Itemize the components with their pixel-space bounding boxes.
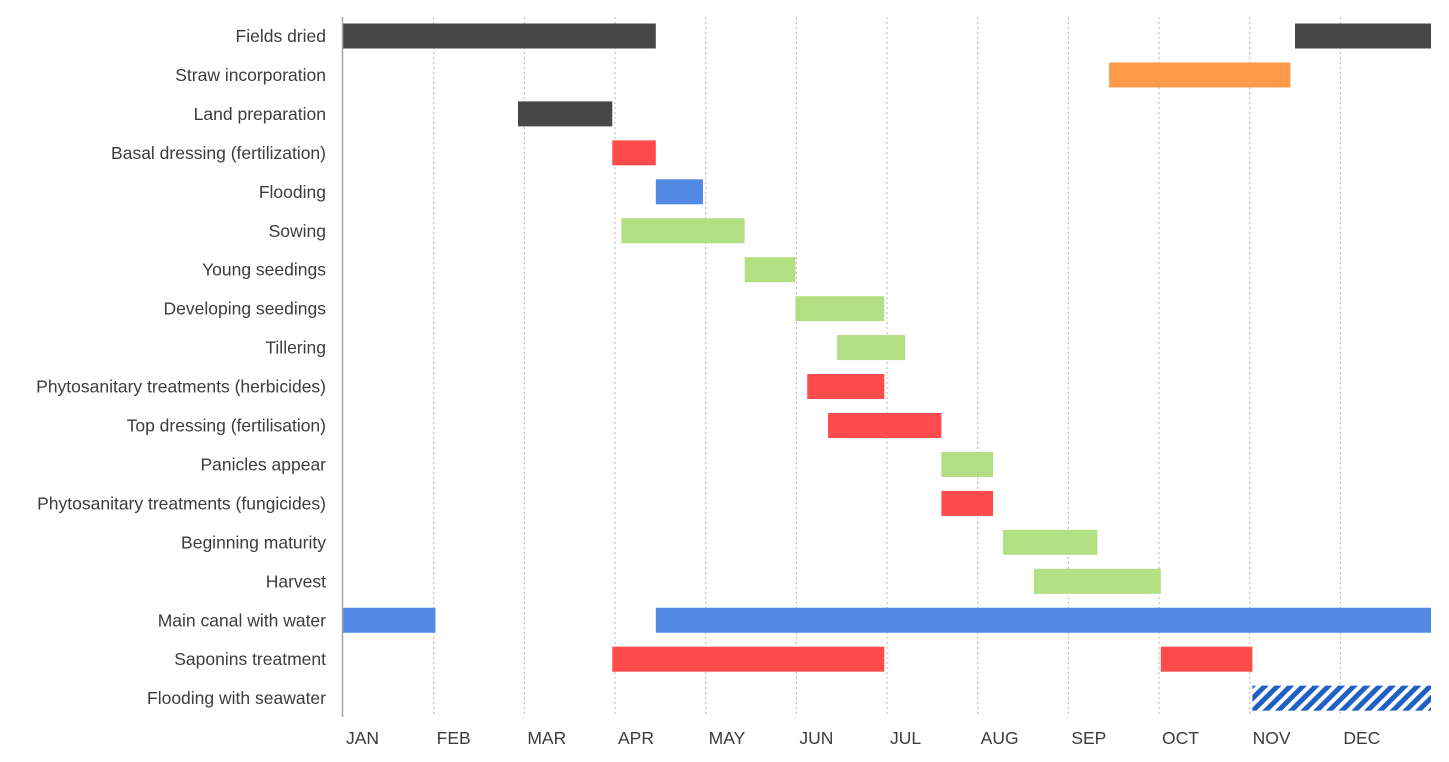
bar-flooding: [655, 179, 703, 205]
task-label: Flooding with seawater: [147, 688, 326, 708]
month-label-feb: FEB: [437, 728, 471, 748]
month-label-jun: JUN: [799, 728, 833, 748]
bar-straw-incorporation: [1109, 62, 1291, 88]
month-labels: JAN FEB MAR APR MAY JUN JUL AUG SEP OCT NOV DEC: [346, 728, 1380, 748]
task-label: Phytosanitary treatments (fungicides): [37, 493, 326, 513]
task-label: Sowing: [269, 221, 326, 241]
task-label: Fields dried: [236, 26, 326, 46]
bar-main-canal-with-water: [343, 607, 436, 633]
bar-fields-dried: [1295, 23, 1431, 49]
bar-basal-dressing-fertilization: [612, 140, 656, 166]
task-label: Straw incorporation: [175, 65, 326, 85]
task-label: Panicles appear: [201, 454, 327, 474]
bar-flooding-with-seawater: [1252, 685, 1431, 711]
bar-harvest: [1033, 568, 1161, 594]
bar-young-seedings: [744, 257, 796, 283]
task-label: Main canal with water: [158, 610, 326, 630]
gantt-bars: [343, 23, 1431, 711]
month-label-nov: NOV: [1253, 728, 1291, 748]
bar-land-preparation: [517, 101, 613, 127]
bar-saponins-treatment: [612, 646, 885, 672]
bar-saponins-treatment: [1160, 646, 1253, 672]
task-label: Saponins treatment: [174, 649, 326, 669]
bar-top-dressing-fertilisation: [828, 413, 942, 438]
task-label: Land preparation: [194, 104, 326, 124]
bar-panicles-appear: [941, 451, 994, 477]
month-label-may: MAY: [709, 728, 746, 748]
month-label-jan: JAN: [346, 728, 379, 748]
month-label-sep: SEP: [1071, 728, 1106, 748]
task-labels: Fields dried Straw incorporation Land prep…: [36, 26, 326, 708]
task-label: Top dressing (fertilisation): [127, 416, 326, 436]
task-label: Phytosanitary treatments (herbicides): [36, 377, 326, 397]
task-label: Developing seedings: [164, 299, 327, 319]
task-label: Tillering: [265, 338, 326, 358]
task-label: Harvest: [266, 571, 326, 591]
month-label-apr: APR: [618, 728, 654, 748]
month-label-mar: MAR: [527, 728, 566, 748]
task-label: Flooding: [259, 182, 326, 202]
task-label: Basal dressing (fertilization): [111, 143, 326, 163]
bar-phytosanitary-treatments-fungicides: [941, 490, 994, 516]
bar-fields-dried: [343, 23, 656, 49]
bar-beginning-maturity: [1003, 529, 1098, 555]
month-label-jul: JUL: [890, 728, 921, 748]
bar-phytosanitary-treatments-herbicides: [807, 374, 885, 400]
month-label-dec: DEC: [1343, 728, 1380, 748]
bar-main-canal-with-water: [655, 607, 1431, 633]
month-label-oct: OCT: [1162, 728, 1199, 748]
bar-developing-seedings: [795, 296, 885, 322]
month-gridlines: [433, 17, 1341, 717]
task-label: Young seedings: [202, 260, 326, 280]
task-label: Beginning maturity: [181, 532, 326, 552]
bar-tillering: [837, 335, 906, 361]
bar-sowing: [621, 218, 745, 244]
month-label-aug: AUG: [981, 728, 1019, 748]
